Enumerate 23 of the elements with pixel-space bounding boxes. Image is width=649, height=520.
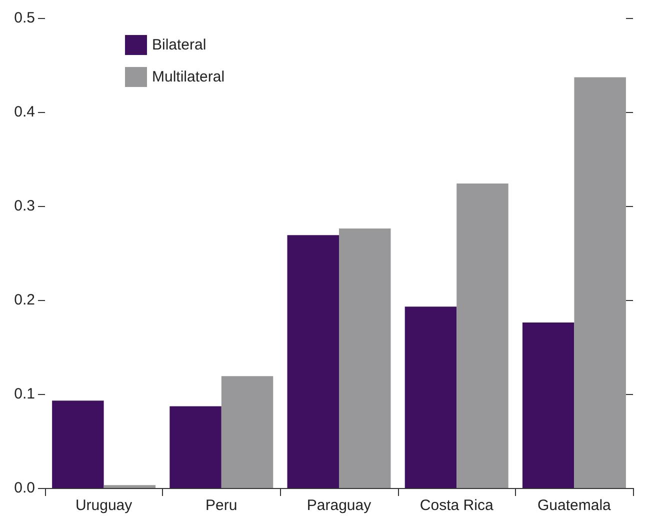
y-tick-label: 0.1 [14,386,35,402]
x-tick-label: Costa Rica [420,497,494,514]
y-tick-label: 0.5 [14,10,35,26]
bar [574,77,626,488]
bar [287,235,339,488]
x-tick-label: Guatemala [538,497,612,514]
bar [404,306,457,488]
bar [456,183,508,488]
y-tick-label: 0.4 [14,104,35,120]
legend-label: Multilateral [152,68,225,86]
bar [52,400,104,488]
bar [170,406,222,488]
x-tick-label: Paraguay [306,497,372,514]
bar [221,376,274,488]
bar [104,485,156,488]
bar [339,228,391,488]
x-tick-label: Uruguay [75,497,133,514]
y-tick-label: 0.3 [14,198,35,214]
legend-label: Bilateral [152,36,206,54]
y-tick-label: 0.2 [14,292,35,308]
bar [522,322,574,488]
x-tick-label: Peru [206,497,238,514]
y-tick-label: 0.0 [14,480,35,496]
